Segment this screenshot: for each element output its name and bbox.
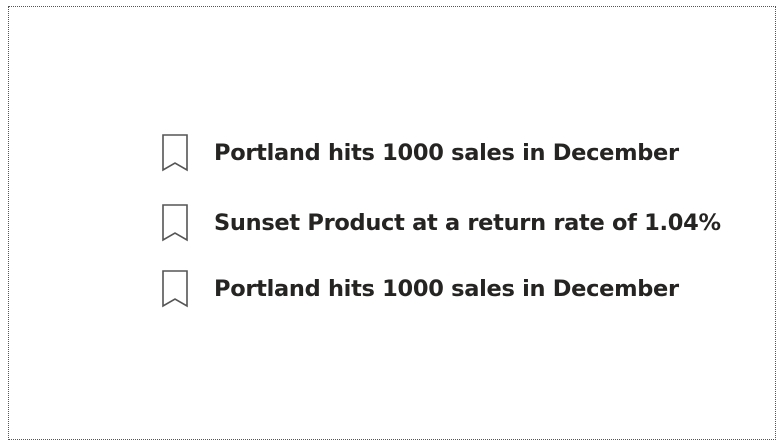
bookmark-item[interactable]: Portland hits 1000 sales in December bbox=[162, 269, 679, 309]
bookmark-icon bbox=[162, 204, 188, 242]
visual-container: Portland hits 1000 sales in December Sun… bbox=[8, 6, 776, 440]
bookmark-item[interactable]: Portland hits 1000 sales in December bbox=[162, 133, 679, 173]
bookmark-label: Portland hits 1000 sales in December bbox=[214, 140, 679, 166]
bookmark-icon bbox=[162, 134, 188, 172]
bookmark-list: Portland hits 1000 sales in December Sun… bbox=[9, 7, 775, 439]
bookmark-icon bbox=[162, 270, 188, 308]
bookmark-item[interactable]: Sunset Product at a return rate of 1.04% bbox=[162, 203, 721, 243]
bookmark-label: Sunset Product at a return rate of 1.04% bbox=[214, 210, 721, 236]
bookmark-label: Portland hits 1000 sales in December bbox=[214, 276, 679, 302]
